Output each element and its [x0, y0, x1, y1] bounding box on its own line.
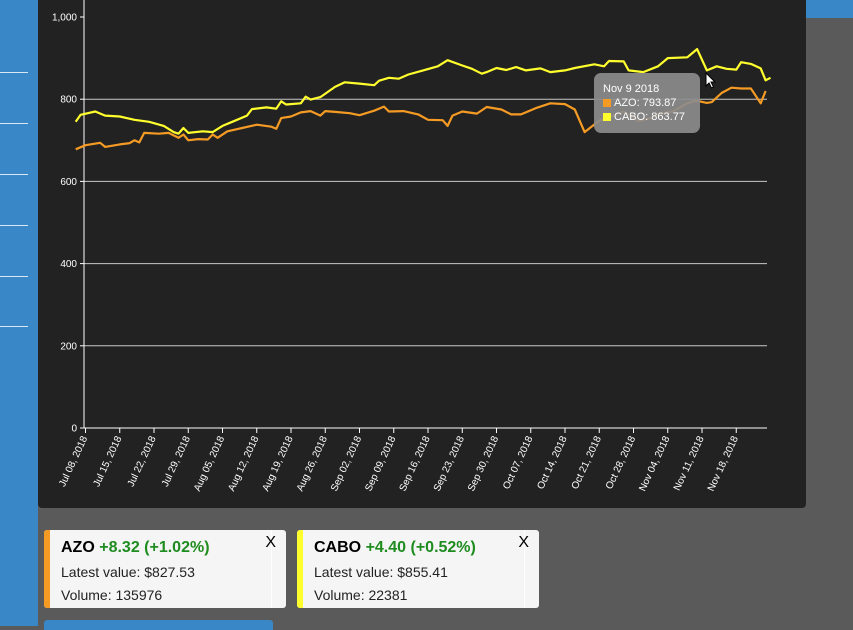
chart-tooltip: Nov 9 2018 AZO: 793.87 CABO: 863.77	[594, 73, 700, 133]
x-tick-label: Sep 30, 2018	[466, 434, 501, 493]
y-tick-label: 200	[60, 341, 77, 352]
cabo-change: +4.40 (+0.52%)	[365, 539, 476, 556]
azo-color-stripe	[44, 530, 50, 608]
stock-line-chart[interactable]: 0 200 400 600 800 1,000 Jul 08, 2018 Jul 15, 20…	[38, 0, 806, 508]
x-tick-label: Jul 08, 2018	[57, 434, 90, 488]
stock-card-cabo: CABO +4.40 (+0.52%) Latest value: $855.4…	[297, 530, 539, 608]
x-tick-label: Jul 22, 2018	[126, 434, 159, 488]
cabo-heading: CABO +4.40 (+0.52%)	[314, 539, 476, 557]
x-tick-label: Aug 19, 2018	[261, 434, 296, 493]
sidebar-divider	[0, 326, 28, 327]
azo-volume: Volume: 135976	[61, 587, 163, 603]
x-tick-label: Oct 07, 2018	[501, 434, 535, 491]
sidebar-divider	[0, 174, 28, 175]
tooltip-azo-row: AZO: 793.87	[603, 96, 700, 110]
x-tick-label: Sep 09, 2018	[363, 434, 398, 493]
y-tick-label: 1,000	[52, 13, 77, 24]
cabo-swatch	[603, 113, 611, 121]
remove-azo-button[interactable]: X	[265, 534, 276, 551]
stock-chart-panel: 0 200 400 600 800 1,000 Jul 08, 2018 Jul 15, 20…	[38, 0, 806, 508]
right-panel	[806, 18, 853, 626]
x-tick-label: Sep 23, 2018	[432, 434, 467, 493]
x-tick-label: Nov 18, 2018	[706, 434, 741, 493]
x-tick-label: Sep 02, 2018	[329, 434, 364, 493]
x-tick-label: Nov 04, 2018	[637, 434, 672, 493]
azo-change: +8.32 (+1.02%)	[99, 539, 210, 556]
x-tick-label: Sep 16, 2018	[398, 434, 433, 493]
sidebar-divider	[0, 123, 28, 124]
cabo-color-stripe	[297, 530, 303, 608]
azo-swatch	[603, 99, 611, 107]
x-tick-label: Aug 12, 2018	[226, 434, 261, 493]
x-tick-label: Aug 05, 2018	[192, 434, 227, 493]
sidebar	[0, 18, 38, 626]
stock-card-azo: AZO +8.32 (+1.02%) Latest value: $827.53…	[44, 530, 286, 608]
cabo-latest-value: Latest value: $855.41	[314, 564, 448, 580]
sidebar-divider	[0, 225, 28, 226]
sidebar-divider	[0, 276, 28, 277]
y-tick-label: 600	[60, 177, 77, 188]
x-tick-label: Oct 21, 2018	[570, 434, 604, 491]
x-tick-label: Jul 15, 2018	[91, 434, 124, 488]
mouse-pointer-icon	[705, 72, 717, 89]
cabo-volume: Volume: 22381	[314, 587, 408, 603]
y-tick-label: 0	[71, 424, 77, 435]
tooltip-date: Nov 9 2018	[603, 83, 660, 95]
series-line-cabo	[74, 48, 771, 135]
x-tick-label: Aug 26, 2018	[295, 434, 330, 493]
tooltip-cabo-value: CABO: 863.77	[614, 111, 685, 123]
y-tick-label: 800	[60, 95, 77, 106]
card-divider	[524, 530, 525, 608]
tooltip-cabo-row: CABO: 863.77	[603, 110, 700, 124]
remove-cabo-button[interactable]: X	[518, 534, 529, 551]
y-tick-label: 400	[60, 259, 77, 270]
x-tick-label: Oct 14, 2018	[536, 434, 570, 491]
tooltip-azo-value: AZO: 793.87	[614, 97, 677, 109]
x-tick-label: Nov 11, 2018	[672, 434, 707, 492]
x-tick-label: Oct 28, 2018	[604, 434, 638, 491]
card-divider	[271, 530, 272, 608]
azo-latest-value: Latest value: $827.53	[61, 564, 195, 580]
azo-symbol: AZO	[61, 539, 95, 556]
add-stock-button[interactable]	[44, 620, 273, 630]
azo-heading: AZO +8.32 (+1.02%)	[61, 539, 210, 557]
sidebar-divider	[0, 72, 28, 73]
x-tick-label: Jul 29, 2018	[160, 434, 193, 488]
cabo-symbol: CABO	[314, 539, 362, 556]
